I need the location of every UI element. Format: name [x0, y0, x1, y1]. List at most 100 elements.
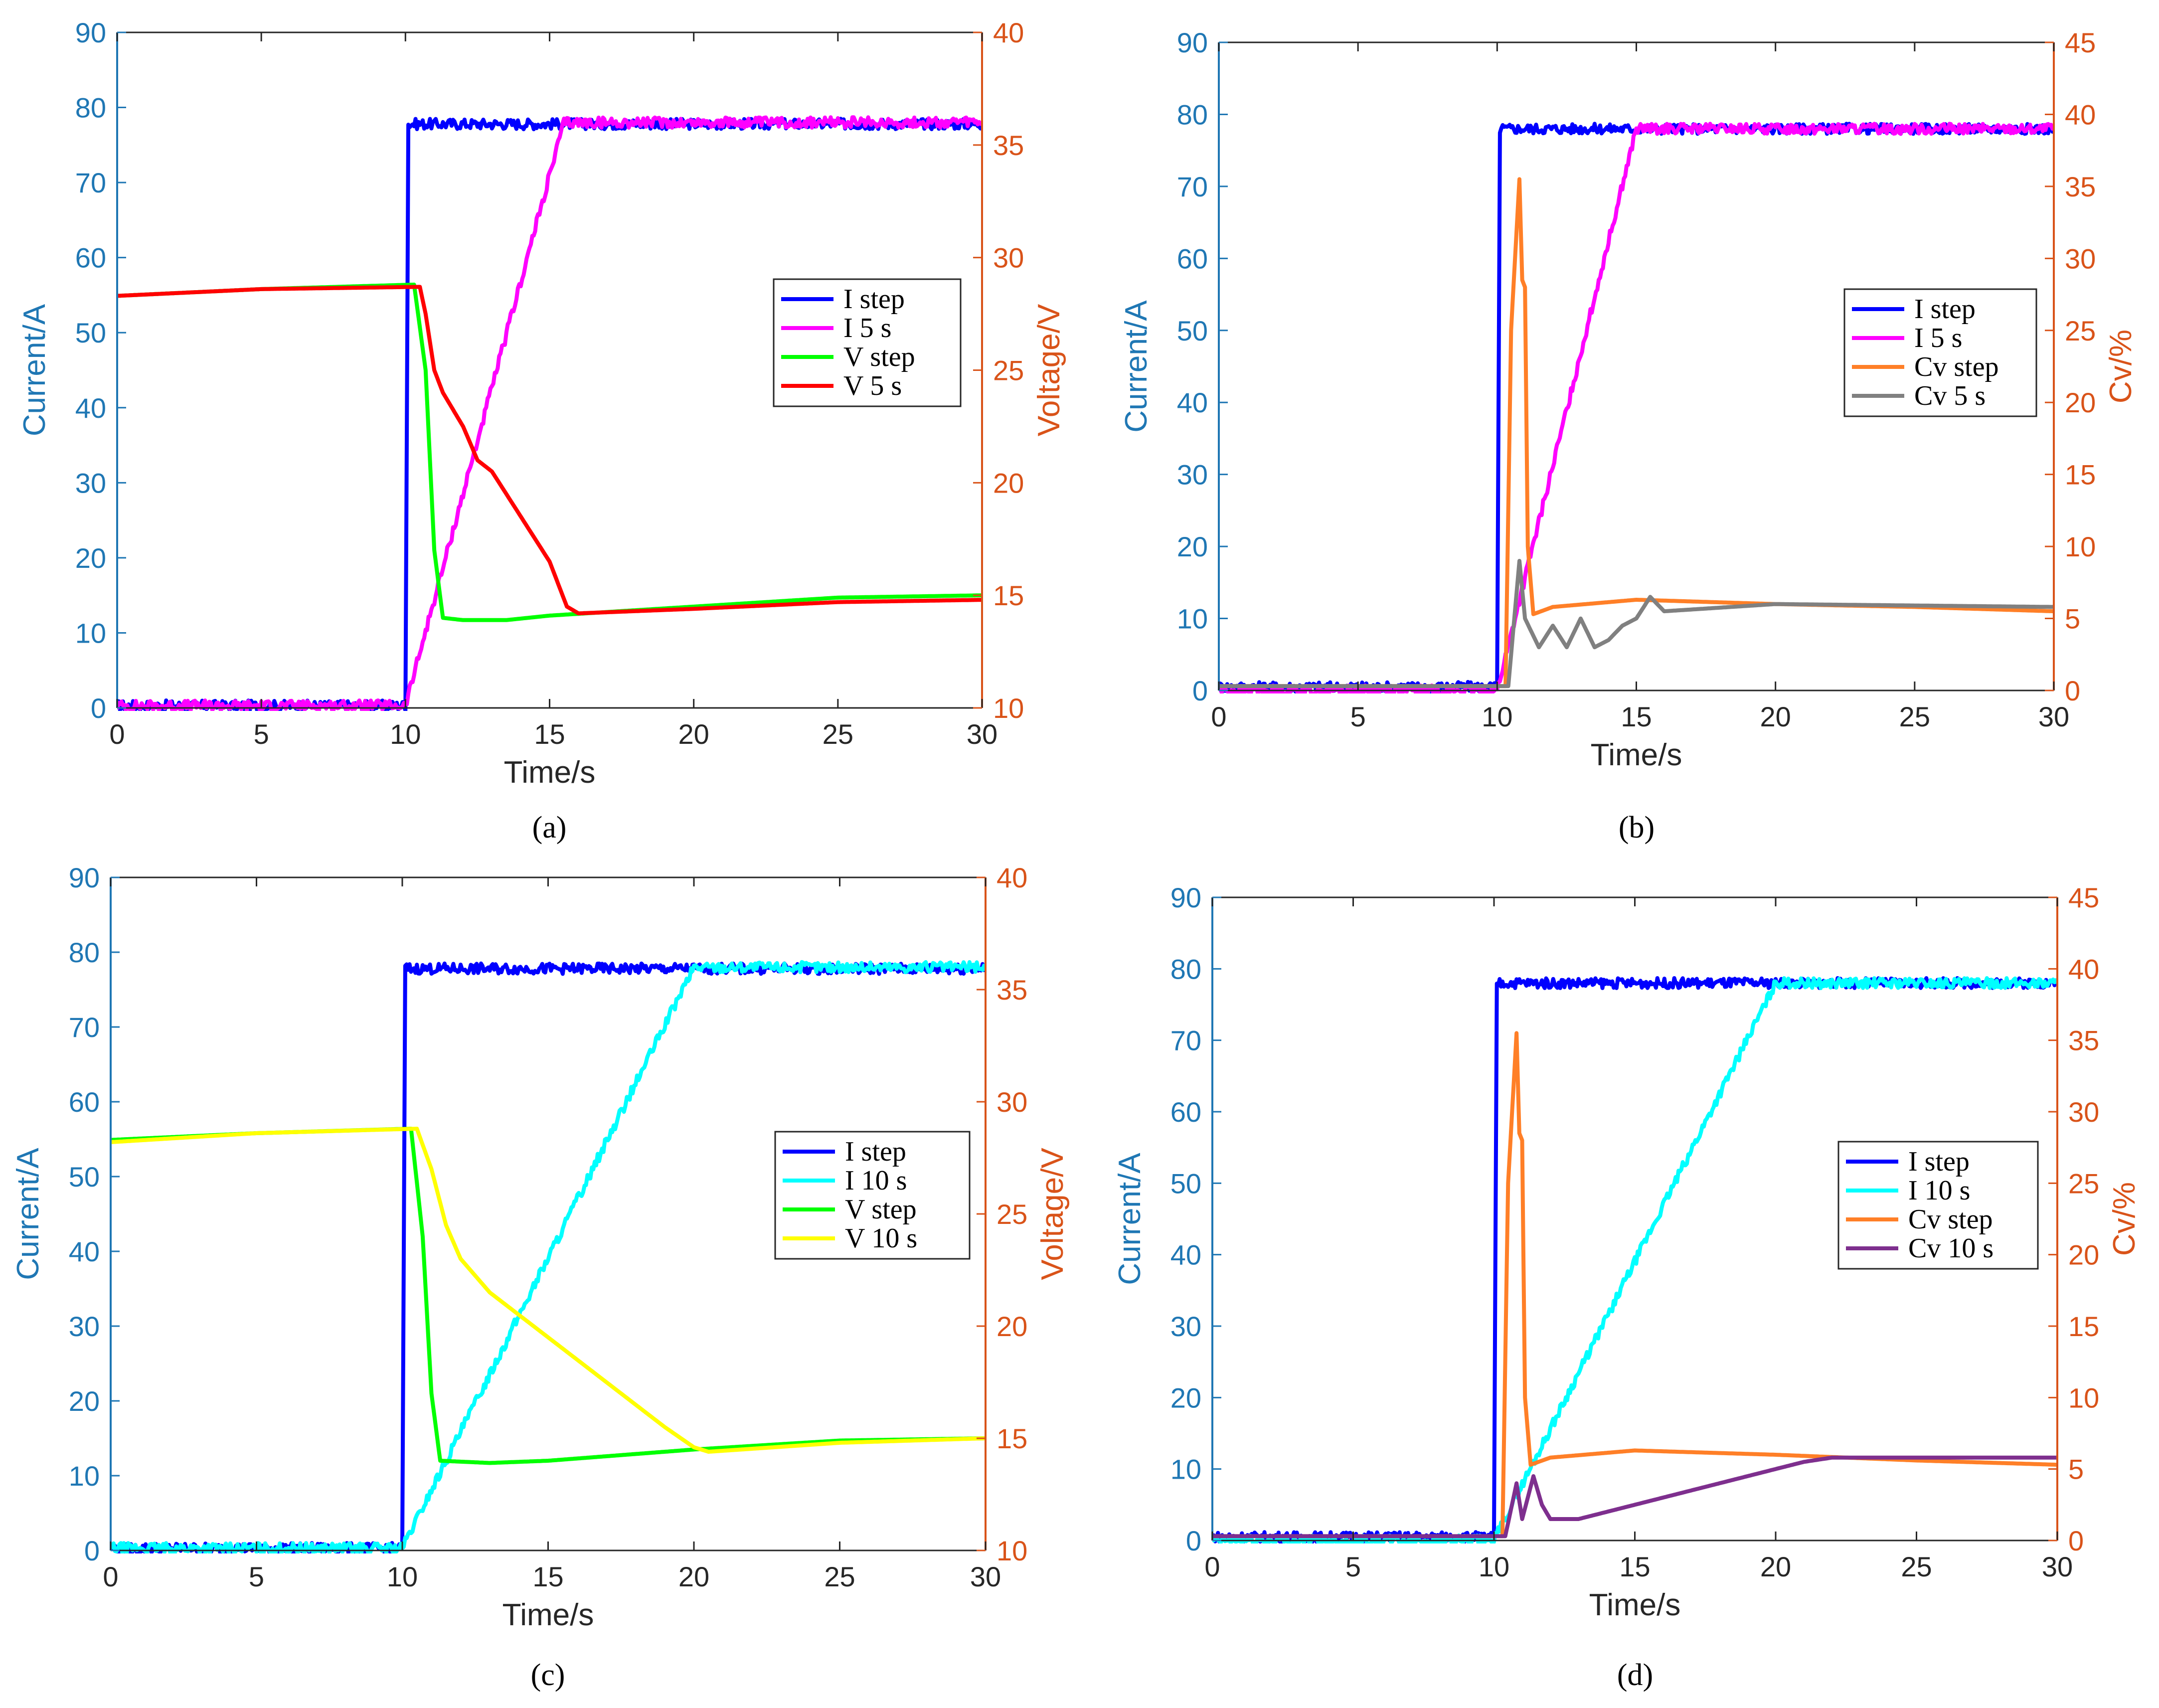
- y-left-tick-label: 90: [69, 862, 100, 893]
- x-tick-label: 20: [1760, 1551, 1791, 1582]
- legend-entry: I step: [843, 284, 905, 315]
- y-right-tick-label: 25: [2068, 1168, 2099, 1199]
- y-left-tick-label: 0: [84, 1535, 100, 1566]
- x-tick-label: 0: [1204, 1551, 1220, 1582]
- x-tick-label: 25: [824, 1561, 855, 1592]
- y-left-tick-label: 50: [1170, 1168, 1201, 1199]
- y-left-tick-label: 20: [69, 1385, 100, 1417]
- y-right-tick-label: 10: [2068, 1382, 2099, 1413]
- y-left-tick-label: 50: [69, 1161, 100, 1193]
- y-left-axis-label: Current/A: [17, 304, 52, 436]
- y-left-tick-label: 70: [69, 1012, 100, 1043]
- y-left-tick-label: 90: [1170, 882, 1201, 913]
- y-left-tick-label: 40: [69, 1236, 100, 1267]
- series-line-v-5s: [117, 285, 982, 616]
- y-left-tick-label: 60: [69, 1086, 100, 1118]
- y-right-tick-label: 30: [993, 242, 1024, 274]
- y-right-tick-label: 30: [996, 1086, 1027, 1118]
- y-left-tick-label: 80: [75, 92, 106, 124]
- y-right-tick-label: 5: [2068, 1454, 2084, 1485]
- x-tick-label: 0: [103, 1561, 118, 1592]
- x-tick-label: 10: [1482, 701, 1512, 732]
- y-left-tick-label: 70: [1170, 1025, 1201, 1056]
- legend-entry: I 5 s: [843, 313, 891, 343]
- legend-entry: I step: [1914, 294, 1976, 325]
- y-left-tick-label: 10: [69, 1460, 100, 1492]
- legend-entry: Cv step: [1908, 1204, 1993, 1235]
- x-tick-label: 10: [1479, 1551, 1509, 1582]
- y-right-tick-label: 15: [993, 580, 1024, 611]
- y-right-tick-label: 10: [993, 692, 1024, 724]
- x-axis-label: Time/s: [1589, 1588, 1681, 1622]
- y-right-tick-label: 10: [2065, 531, 2096, 562]
- x-tick-label: 20: [1760, 701, 1791, 732]
- y-left-tick-label: 0: [1186, 1525, 1201, 1556]
- x-tick-label: 5: [1345, 1551, 1361, 1582]
- y-left-tick-label: 20: [1177, 531, 1208, 562]
- x-tick-label: 15: [532, 1561, 563, 1592]
- x-axis-label: Time/s: [502, 1598, 594, 1632]
- y-right-tick-label: 0: [2068, 1525, 2084, 1556]
- y-left-tick-label: 20: [75, 542, 106, 574]
- y-left-tick-label: 30: [75, 467, 106, 499]
- x-tick-label: 0: [1211, 701, 1226, 732]
- legend-entry: V step: [845, 1194, 917, 1225]
- legend-entry: I 5 s: [1914, 323, 1962, 353]
- y-right-axis-label: Voltage/V: [1032, 304, 1066, 436]
- chart-panel-b: 0 5 10 15 20 25 300102030405060708090051015202…: [1119, 27, 2138, 845]
- legend-entry: V step: [843, 342, 915, 372]
- series-line-i-10s: [1212, 976, 2057, 1543]
- y-left-tick-label: 30: [1170, 1311, 1201, 1342]
- y-left-axis-label: Current/A: [1119, 300, 1154, 433]
- legend-entry: Cv 10 s: [1908, 1233, 1993, 1264]
- x-tick-label: 20: [678, 718, 709, 750]
- y-right-axis-label: Cv/%: [2107, 1182, 2142, 1256]
- panel-caption: (b): [1619, 811, 1655, 845]
- y-right-tick-label: 15: [996, 1423, 1027, 1454]
- x-axis-label: Time/s: [504, 755, 596, 790]
- y-right-tick-label: 0: [2065, 675, 2080, 706]
- legend-entry: V 5 s: [843, 370, 902, 401]
- legend-entry: Cv step: [1914, 351, 1999, 382]
- chart-panel-c: 0 5 10 15 20 25 30 0 10 20 30 40 50 60 70 80 90 10 15 20 25 3…: [11, 862, 1070, 1692]
- x-axis-label: Time/s: [1591, 738, 1682, 772]
- x-tick-label: 15: [534, 718, 565, 750]
- legend-entry: I step: [1908, 1146, 1970, 1177]
- y-left-tick-label: 40: [1177, 387, 1208, 418]
- y-right-tick-label: 40: [2068, 953, 2099, 985]
- y-right-tick-label: 35: [2065, 171, 2096, 202]
- y-left-tick-label: 20: [1170, 1382, 1201, 1413]
- y-right-tick-label: 30: [2068, 1096, 2099, 1128]
- y-right-tick-label: 20: [2068, 1239, 2099, 1271]
- x-tick-label: 30: [967, 718, 997, 750]
- y-right-tick-label: 15: [2068, 1311, 2099, 1342]
- legend-entry: V 10 s: [845, 1223, 917, 1254]
- y-left-tick-label: 10: [75, 617, 106, 649]
- y-left-tick-label: 90: [1177, 27, 1208, 58]
- y-left-tick-label: 50: [1177, 315, 1208, 346]
- y-left-axis-label: Current/A: [1113, 1153, 1147, 1285]
- y-left-tick-label: 90: [75, 17, 106, 48]
- y-right-tick-label: 35: [996, 974, 1027, 1006]
- y-left-tick-label: 30: [1177, 459, 1208, 491]
- x-tick-label: 5: [249, 1561, 264, 1592]
- y-right-tick-label: 10: [996, 1535, 1027, 1566]
- x-tick-label: 5: [1350, 701, 1366, 732]
- legend-entry: I 10 s: [845, 1165, 907, 1196]
- y-left-tick-label: 10: [1170, 1454, 1201, 1485]
- legend-entry: I step: [845, 1136, 906, 1167]
- y-right-tick-label: 40: [2065, 99, 2096, 130]
- y-right-tick-label: 35: [2068, 1025, 2099, 1056]
- x-tick-label: 0: [109, 718, 125, 750]
- y-left-tick-label: 80: [1170, 953, 1201, 985]
- y-left-tick-label: 70: [75, 167, 106, 198]
- chart-panel-d: 0 5 10 15 20 25 300102030405060708090051015202…: [1113, 882, 2142, 1692]
- y-right-tick-label: 30: [2065, 243, 2096, 274]
- y-right-tick-label: 25: [2065, 315, 2096, 346]
- y-right-axis-label: Voltage/V: [1035, 1148, 1070, 1280]
- y-right-tick-label: 40: [996, 862, 1027, 893]
